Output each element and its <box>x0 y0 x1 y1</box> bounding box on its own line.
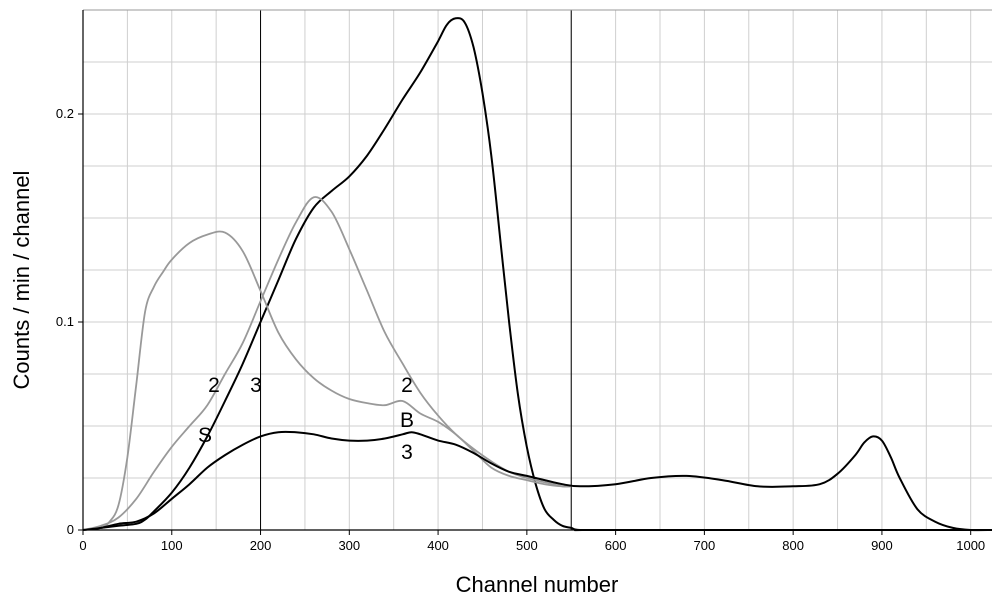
series-line-3 <box>82 196 572 531</box>
x-tick-label: 900 <box>871 538 893 553</box>
x-tick-label: 700 <box>694 538 716 553</box>
x-tick-label: 500 <box>516 538 538 553</box>
series-group <box>82 17 992 532</box>
x-tick-label: 600 <box>605 538 627 553</box>
grid <box>83 9 992 530</box>
y-tick-label: 0 <box>67 522 74 537</box>
annotation-2-mid: 2 <box>401 374 413 397</box>
x-axis-title: Channel number <box>456 572 619 597</box>
vertical-markers <box>260 10 572 530</box>
y-tick-label: 0.1 <box>56 314 74 329</box>
annotation-2-left: 2 <box>208 374 220 397</box>
plot-frame <box>82 9 992 531</box>
y-tick-labels: 0 0.1 0.2 <box>56 106 83 537</box>
x-tick-labels: 0 100 200 300 400 500 600 700 800 900 1000 <box>79 530 985 553</box>
y-axis-title: Counts / min / channel <box>9 171 34 390</box>
annotation-s: S <box>198 424 212 447</box>
y-tick-label: 0.2 <box>56 106 74 121</box>
x-tick-label: 400 <box>427 538 449 553</box>
series-line-4 <box>82 430 992 532</box>
annotation-3-left: 3 <box>250 374 262 397</box>
x-tick-label: 800 <box>782 538 804 553</box>
series-line-2 <box>82 230 572 531</box>
x-tick-label: 100 <box>161 538 183 553</box>
x-tick-label: 200 <box>250 538 272 553</box>
x-tick-label: 300 <box>338 538 360 553</box>
x-tick-label: 0 <box>79 538 86 553</box>
annotation-3-mid: 3 <box>401 441 413 464</box>
series-line-1 <box>82 17 992 532</box>
x-tick-label: 1000 <box>956 538 985 553</box>
annotation-b: B <box>400 409 414 432</box>
